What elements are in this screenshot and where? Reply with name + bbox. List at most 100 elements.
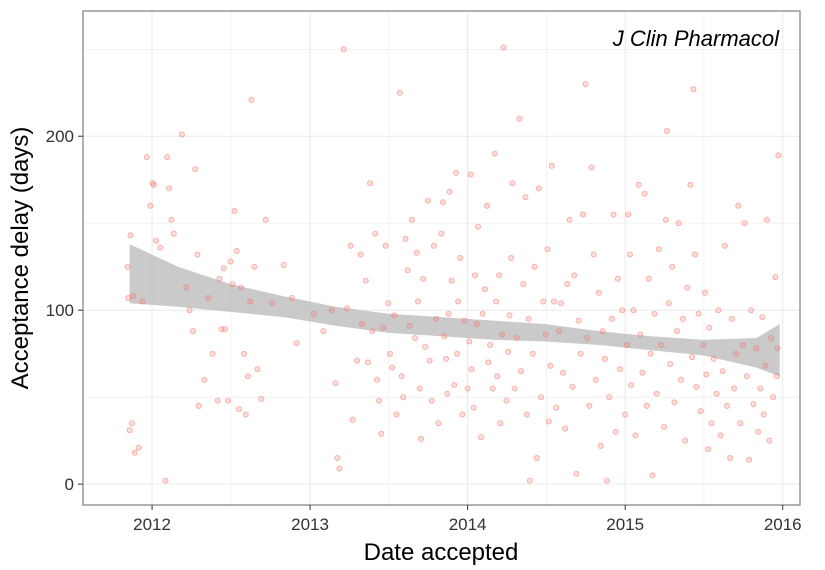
data-point	[147, 202, 154, 209]
data-point	[601, 355, 608, 362]
data-point	[632, 432, 639, 439]
data-point	[731, 385, 738, 392]
data-point	[775, 152, 782, 159]
data-point	[398, 373, 405, 380]
data-point	[127, 232, 134, 239]
data-point	[592, 376, 599, 383]
data-point	[417, 435, 424, 442]
data-point	[224, 397, 231, 404]
data-point	[164, 154, 171, 161]
data-point	[280, 261, 287, 268]
data-point	[715, 307, 722, 314]
data-point	[717, 432, 724, 439]
data-point	[612, 428, 619, 435]
data-point	[553, 404, 560, 411]
data-point	[564, 281, 571, 288]
data-point	[340, 46, 347, 53]
data-point	[293, 340, 300, 347]
data-point	[645, 275, 652, 282]
data-point	[435, 420, 442, 427]
data-point	[516, 115, 523, 122]
data-point	[414, 298, 421, 305]
data-point	[205, 294, 212, 301]
data-point	[562, 425, 569, 432]
data-point	[310, 310, 317, 317]
data-point	[150, 181, 157, 188]
data-point	[373, 376, 380, 383]
data-point	[459, 411, 466, 418]
x-tick-label: 2014	[449, 515, 487, 534]
data-point	[689, 354, 696, 361]
data-point	[623, 341, 630, 348]
data-point	[364, 359, 371, 366]
data-point	[396, 89, 403, 96]
data-point	[231, 207, 238, 214]
y-axis-title: Acceptance delay (days)	[7, 127, 34, 390]
data-point	[506, 312, 513, 319]
data-point	[124, 263, 131, 270]
data-point	[473, 321, 480, 328]
data-point	[242, 411, 249, 418]
data-point	[235, 406, 242, 413]
data-point	[766, 437, 773, 444]
data-point	[386, 350, 393, 357]
data-point	[192, 166, 199, 173]
data-point	[493, 373, 500, 380]
data-point	[457, 254, 464, 261]
x-tick-label: 2016	[764, 515, 802, 534]
data-point	[700, 341, 707, 348]
data-point	[571, 272, 578, 279]
data-point	[467, 171, 474, 178]
data-point	[471, 272, 478, 279]
data-point	[706, 324, 713, 331]
data-point	[573, 470, 580, 477]
data-point	[485, 359, 492, 366]
data-point	[597, 442, 604, 449]
data-point	[687, 181, 694, 188]
data-point	[221, 326, 228, 333]
data-point	[669, 263, 676, 270]
data-point	[347, 242, 354, 249]
data-point	[635, 181, 642, 188]
axes: 2012 2013 2014 2015 2016 0 100 200	[46, 127, 802, 534]
data-point	[445, 310, 452, 317]
x-tick-label: 2013	[291, 515, 329, 534]
data-point	[637, 331, 644, 338]
data-point	[214, 397, 221, 404]
data-point	[178, 131, 185, 138]
data-point	[393, 411, 400, 418]
data-point	[703, 371, 710, 378]
data-point	[400, 394, 407, 401]
data-point	[641, 190, 648, 197]
data-point	[599, 328, 606, 335]
data-point	[556, 328, 563, 335]
data-point	[538, 394, 545, 401]
data-point	[518, 368, 525, 375]
data-point	[582, 81, 589, 88]
data-point	[540, 298, 547, 305]
data-point	[168, 216, 175, 223]
data-point	[358, 321, 365, 328]
data-point	[604, 477, 611, 484]
data-point	[349, 416, 356, 423]
data-point	[724, 402, 731, 409]
data-point	[693, 383, 700, 390]
data-point	[404, 267, 411, 274]
data-point	[216, 275, 223, 282]
data-point	[658, 341, 665, 348]
data-point	[413, 249, 420, 256]
data-point	[511, 385, 518, 392]
y-tick-label: 100	[46, 301, 74, 320]
data-point	[548, 162, 555, 169]
data-point	[586, 402, 593, 409]
data-point	[251, 263, 258, 270]
data-point	[442, 355, 449, 362]
data-point	[376, 397, 383, 404]
data-point	[617, 366, 624, 373]
data-point	[608, 315, 615, 322]
data-point	[162, 477, 169, 484]
data-point	[743, 373, 750, 380]
data-point	[483, 202, 490, 209]
data-point	[595, 289, 602, 296]
